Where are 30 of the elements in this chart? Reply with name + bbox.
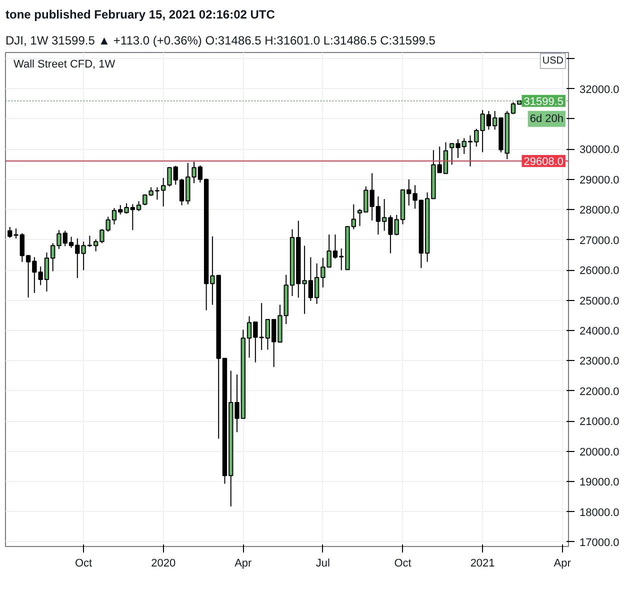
y-tick-label: 27000.0 xyxy=(580,234,620,247)
y-tick-label: 19000.0 xyxy=(580,476,620,489)
y-tick-label: 26000.0 xyxy=(580,265,620,278)
y-tick-label: 21000.0 xyxy=(580,416,620,428)
y-tick-label: 28000.0 xyxy=(580,204,620,217)
y-tick-label: 22000.0 xyxy=(580,386,620,398)
y-tick-label: 32000.0 xyxy=(580,84,620,96)
y-tick-label: 30000.0 xyxy=(580,144,620,156)
x-tick-label: 2020 xyxy=(151,558,176,570)
ref-line-label: 31599.5 xyxy=(524,96,564,108)
x-tick-label: Oct xyxy=(74,558,92,570)
y-tick-label: 29000.0 xyxy=(580,174,620,186)
y-tick-label: 23000.0 xyxy=(580,356,620,368)
text: Wall Street CFD, 1W xyxy=(14,58,116,70)
candlestick xyxy=(161,177,166,207)
y-tick-label: 20000.0 xyxy=(580,446,620,458)
ref-line-label: 29608.0 xyxy=(524,156,564,168)
y-tick-label: 24000.0 xyxy=(580,325,620,338)
text: DJI, 1W 31599.5 ▲ +113.0 (+0.36%) O:31486.5 H:31601.0 L:31486.5 C:31599.5 xyxy=(6,34,436,48)
x-tick-label: Oct xyxy=(394,558,412,570)
x-tick-label: Apr xyxy=(234,558,252,570)
y-tick-label: 25000.0 xyxy=(580,295,620,308)
annotation: 6d 20h xyxy=(530,112,564,125)
annotation: USD xyxy=(542,56,564,66)
x-tick-label: Apr xyxy=(554,558,572,570)
x-tick-label: Jul xyxy=(316,558,330,570)
text: tone published February 15, 2021 02:16:02 UTC xyxy=(6,8,276,22)
y-tick-label: 18000.0 xyxy=(580,506,620,519)
y-tick-label: 17000.0 xyxy=(580,536,620,549)
x-tick-label: 2021 xyxy=(470,558,495,570)
